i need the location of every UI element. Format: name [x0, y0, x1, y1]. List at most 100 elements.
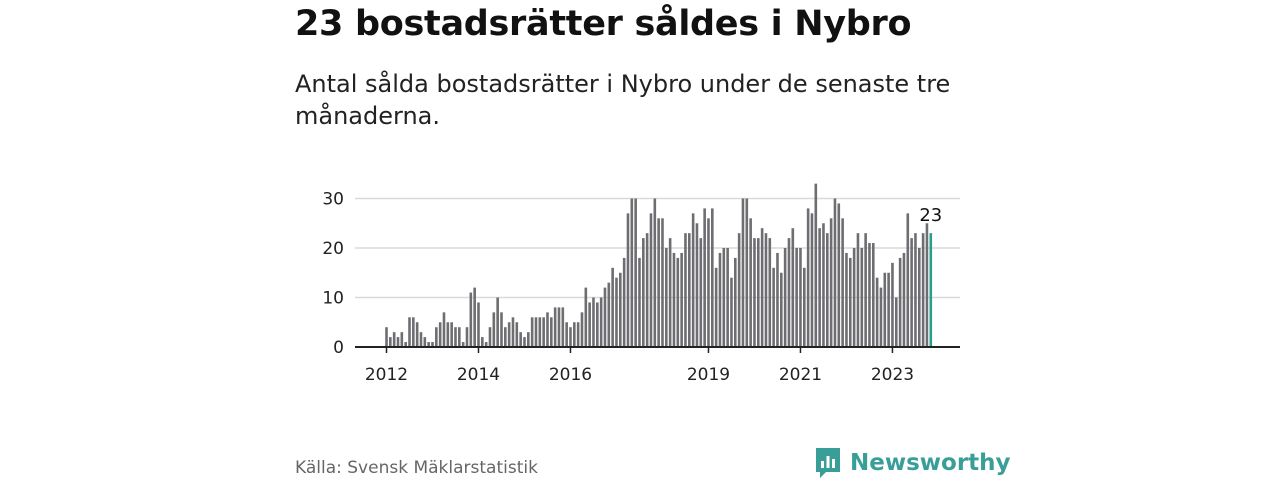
newsworthy-logo-icon: [816, 448, 840, 478]
bar: [576, 322, 580, 347]
bar: [837, 203, 841, 347]
bar: [565, 322, 568, 347]
bar: [546, 312, 549, 347]
bar: [607, 282, 611, 347]
bar: [481, 337, 484, 347]
bar: [879, 287, 883, 347]
bar: [757, 238, 760, 347]
bar: [492, 312, 496, 347]
bar: [488, 327, 492, 347]
bar: [718, 252, 722, 347]
bar: [672, 252, 676, 347]
bar: [894, 297, 898, 347]
bar: [630, 198, 634, 347]
bar: [450, 322, 453, 347]
bar: [822, 223, 825, 347]
bar: [465, 327, 469, 347]
bar: [588, 302, 591, 347]
bar: [645, 233, 649, 347]
bar: [419, 332, 423, 347]
bar: [507, 322, 511, 347]
bar: [385, 327, 388, 347]
bar: [925, 223, 929, 347]
bar: [442, 312, 446, 347]
bar: [691, 213, 695, 347]
bar: [841, 218, 844, 347]
bar: [461, 342, 465, 347]
bar: [914, 233, 917, 347]
bar: [504, 327, 507, 347]
bar: [741, 198, 745, 347]
bar: [454, 327, 457, 347]
bar: [695, 223, 699, 347]
bar: [477, 302, 480, 347]
x-tick-label: 2012: [365, 365, 408, 385]
bar: [542, 317, 545, 347]
bar: [711, 208, 714, 347]
bar: [787, 238, 791, 347]
chart-title: 23 bostadsrätter såldes i Nybro: [295, 4, 912, 44]
bar: [573, 322, 576, 347]
bar: [898, 257, 902, 347]
chart-subtitle: Antal sålda bostadsrätter i Nybro under …: [295, 70, 951, 130]
bar: [642, 238, 645, 347]
bar: [431, 342, 434, 347]
bar: [657, 218, 660, 347]
bar: [714, 267, 718, 347]
bar: [553, 307, 557, 347]
bar: [799, 248, 802, 347]
bar: [910, 238, 913, 347]
bar: [848, 257, 852, 347]
bar: [776, 252, 779, 347]
bar: [814, 183, 818, 347]
bar: [561, 307, 565, 347]
bar: [596, 302, 599, 347]
bar: [496, 297, 499, 347]
bar: [737, 233, 741, 347]
data-labels: 23: [919, 205, 942, 226]
bar: [760, 228, 764, 347]
bar: [557, 307, 561, 347]
bar: [435, 327, 438, 347]
bar: [684, 233, 687, 347]
y-tick-label: 10: [322, 289, 344, 309]
bar: [404, 342, 407, 347]
bar: [569, 327, 572, 347]
x-axis-ticks: 2012 2014 2016 2019 2021 2023: [365, 347, 914, 385]
bar: [500, 312, 503, 347]
bar: [906, 213, 910, 347]
bar: [626, 213, 630, 347]
bar: [599, 297, 603, 347]
bar: [592, 297, 595, 347]
bar: [649, 213, 653, 347]
bar: [883, 272, 887, 347]
bar: [891, 262, 894, 347]
bars: [385, 183, 933, 347]
bar: [653, 198, 657, 347]
bar: [856, 233, 860, 347]
bar: [438, 322, 442, 347]
bar: [818, 228, 821, 347]
bar: [772, 267, 775, 347]
bar: [791, 228, 795, 347]
y-tick-label: 0: [333, 338, 344, 358]
bar: [396, 337, 400, 347]
bar: [699, 238, 703, 347]
bar: [783, 248, 787, 347]
bar: [860, 248, 864, 347]
bar: [638, 257, 641, 347]
bar: [550, 317, 553, 347]
bar: [584, 287, 588, 347]
bar: [622, 257, 626, 347]
bar: [400, 332, 404, 347]
bar: [665, 248, 668, 347]
y-tick-label: 30: [322, 190, 344, 210]
data-label-latest: 23: [919, 205, 942, 226]
bar: [871, 243, 875, 347]
source-note: Källa: Svensk Mäklarstatistik: [295, 458, 538, 478]
bar: [826, 233, 829, 347]
bar: [722, 248, 726, 347]
bar: [753, 238, 756, 347]
bar: [668, 238, 672, 347]
bar: [519, 332, 522, 347]
